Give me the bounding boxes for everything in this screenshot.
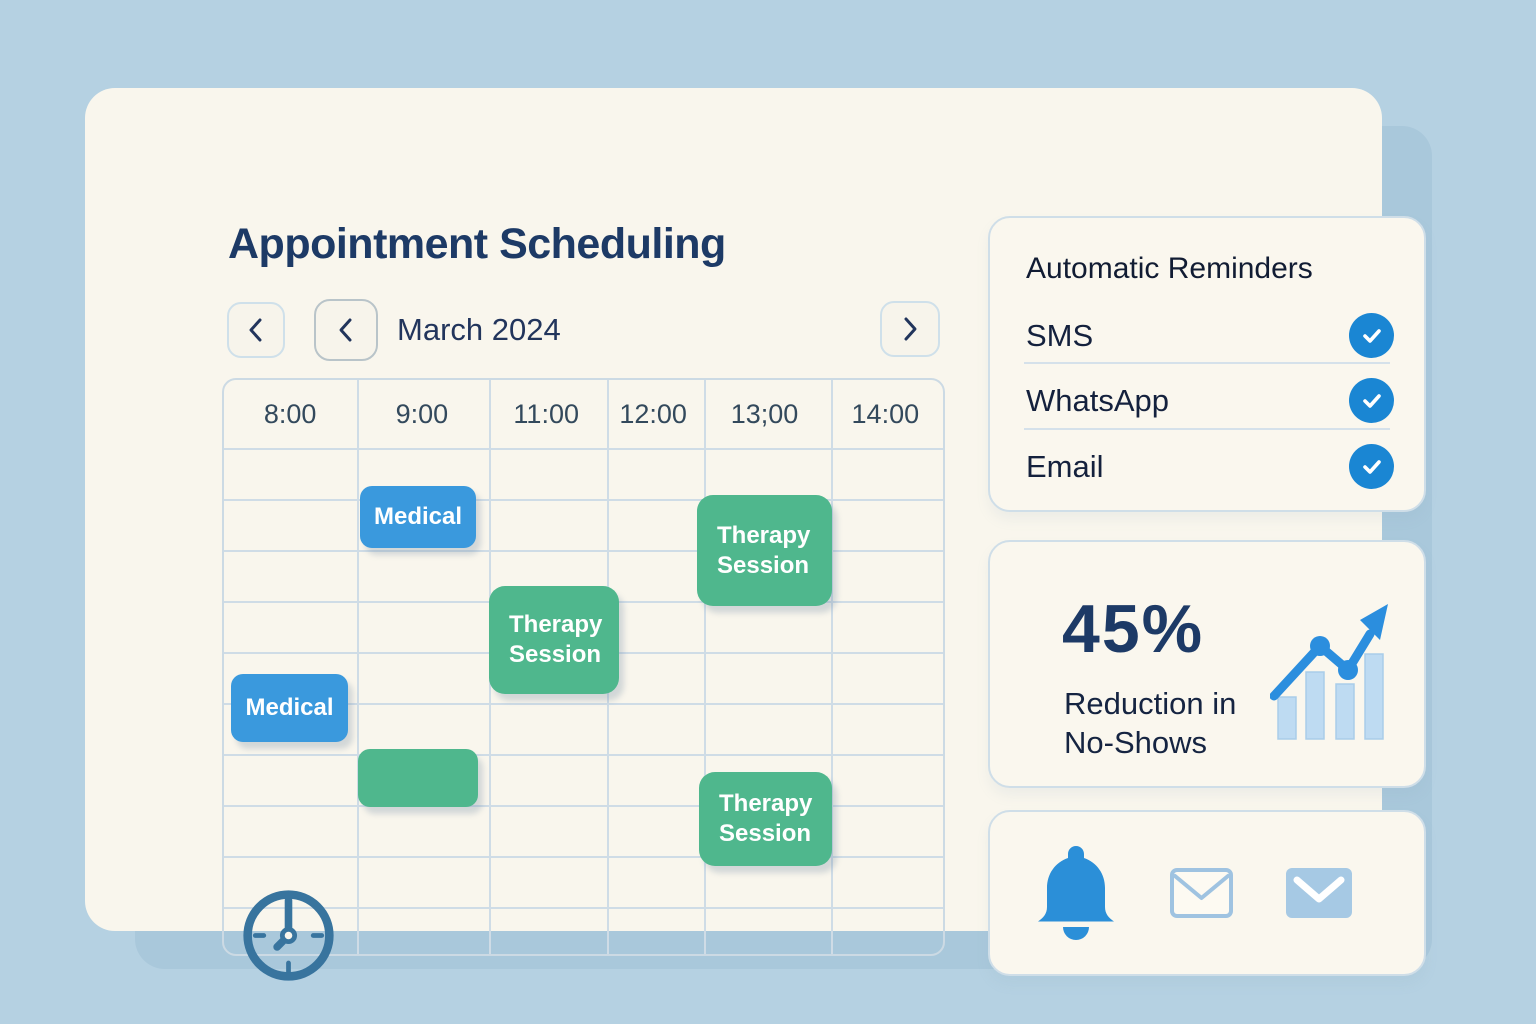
event-therapy-session[interactable]: Therapy Session <box>489 586 619 694</box>
event-therapy-session[interactable]: Therapy Session <box>699 772 832 866</box>
chevron-left-icon <box>249 318 262 342</box>
bell-icon <box>1035 843 1117 943</box>
calendar-grid[interactable]: 8:00 9:00 11:00 12:00 13;00 14:00 Medica… <box>222 378 945 956</box>
reminder-label: WhatsApp <box>1026 383 1170 418</box>
automatic-reminders-panel: Automatic Reminders SMS WhatsApp Email <box>988 216 1426 512</box>
check-icon <box>1362 393 1381 408</box>
reminders-title: Automatic Reminders <box>1026 252 1313 285</box>
whatsapp-checked-toggle[interactable] <box>1349 378 1394 423</box>
month-label: March 2024 <box>397 312 561 347</box>
event-therapy-session[interactable]: Therapy Session <box>697 495 832 606</box>
time-header: 12:00 <box>619 398 687 429</box>
divider <box>1024 428 1390 430</box>
reminder-label: SMS <box>1026 318 1094 353</box>
grid-line <box>224 448 943 450</box>
divider <box>1024 362 1390 364</box>
envelope-outline-icon <box>1169 867 1234 919</box>
clock-icon <box>243 890 334 981</box>
main-card: Appointment Scheduling March 2024 <box>85 88 1426 981</box>
check-icon <box>1362 328 1381 343</box>
email-checked-toggle[interactable] <box>1349 444 1394 489</box>
check-icon <box>1362 459 1381 474</box>
next-month-button[interactable] <box>880 301 940 357</box>
event-label: Therapy Session <box>717 521 811 579</box>
grid-line <box>224 754 943 756</box>
reminder-row-email: Email <box>1026 442 1104 492</box>
no-show-stats-panel: 45% Reduction in No-Shows <box>988 540 1426 788</box>
stat-value: 45% <box>1062 591 1205 667</box>
grid-line <box>224 550 943 552</box>
reminder-label: Email <box>1026 449 1104 484</box>
time-header-row: 8:00 9:00 11:00 12:00 13;00 14:00 <box>224 380 943 448</box>
time-header: 14:00 <box>851 398 920 429</box>
event-label: Medical <box>373 503 463 530</box>
grid-line <box>224 907 943 909</box>
stat-caption: Reduction in No-Shows <box>1064 686 1237 760</box>
time-header: 8:00 <box>263 398 317 429</box>
prev-month-button-secondary[interactable] <box>314 299 378 361</box>
time-header: 9:00 <box>395 398 449 429</box>
chevron-right-icon <box>904 317 917 341</box>
time-header: 11:00 <box>513 398 579 429</box>
reminder-row-sms: SMS <box>1026 311 1093 361</box>
grid-line <box>704 380 706 954</box>
grid-line <box>224 856 943 858</box>
trending-up-bar-chart-icon <box>1270 604 1388 740</box>
event-label: Therapy Session <box>719 790 813 847</box>
channel-icons-row <box>990 812 1424 974</box>
event-medical[interactable]: Medical <box>231 674 348 742</box>
event-label: Medical <box>245 694 334 721</box>
envelope-filled-icon <box>1286 868 1352 918</box>
grid-line <box>224 499 943 501</box>
grid-line <box>831 380 833 954</box>
event-medical[interactable]: Medical <box>360 486 476 548</box>
sms-checked-toggle[interactable] <box>1349 313 1394 358</box>
event-label: Therapy Session <box>509 611 603 668</box>
grid-line <box>224 703 943 705</box>
time-header: 13;00 <box>730 398 799 429</box>
page-title: Appointment Scheduling <box>228 220 726 268</box>
reminder-row-whatsapp: WhatsApp <box>1026 376 1169 426</box>
notification-channels-panel <box>988 810 1426 976</box>
chevron-left-icon <box>339 318 352 342</box>
grid-line <box>224 805 943 807</box>
event-untitled[interactable] <box>358 749 478 807</box>
prev-month-button[interactable] <box>227 302 285 358</box>
grid-line <box>357 380 359 954</box>
